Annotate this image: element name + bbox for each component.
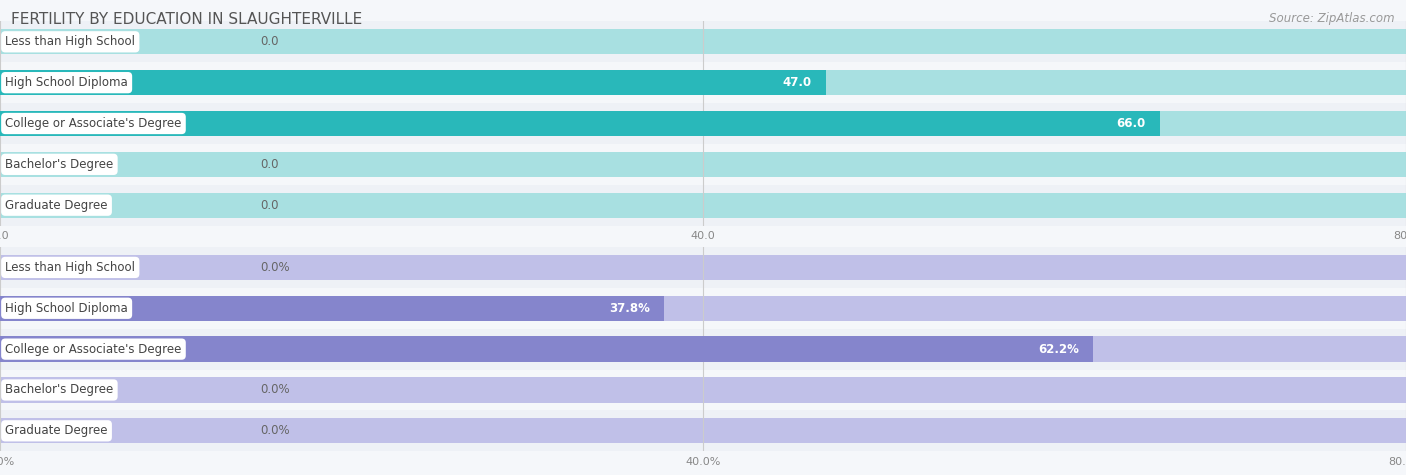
Text: Bachelor's Degree: Bachelor's Degree xyxy=(6,383,114,397)
Bar xyxy=(0,103,1406,144)
Bar xyxy=(0,29,1406,55)
Text: Graduate Degree: Graduate Degree xyxy=(6,424,108,437)
Bar xyxy=(0,144,1406,185)
Bar xyxy=(0,336,1406,362)
Text: High School Diploma: High School Diploma xyxy=(6,302,128,315)
Bar xyxy=(0,111,1406,136)
Text: 0.0: 0.0 xyxy=(260,199,278,212)
Text: 47.0: 47.0 xyxy=(783,76,813,89)
Bar xyxy=(0,62,1406,103)
Bar xyxy=(0,295,664,321)
Bar xyxy=(0,377,1406,403)
Bar xyxy=(0,329,1406,370)
Bar xyxy=(0,111,1160,136)
Bar xyxy=(0,255,1406,280)
Bar xyxy=(0,192,1406,218)
Text: 37.8%: 37.8% xyxy=(609,302,650,315)
Bar xyxy=(0,70,827,95)
Text: FERTILITY BY EDUCATION IN SLAUGHTERVILLE: FERTILITY BY EDUCATION IN SLAUGHTERVILLE xyxy=(11,12,363,27)
Bar xyxy=(0,418,1406,444)
Text: 66.0: 66.0 xyxy=(1116,117,1146,130)
Bar xyxy=(0,247,1406,288)
Text: College or Associate's Degree: College or Associate's Degree xyxy=(6,117,181,130)
Text: Graduate Degree: Graduate Degree xyxy=(6,199,108,212)
Text: 0.0%: 0.0% xyxy=(260,261,290,274)
Bar xyxy=(0,288,1406,329)
Text: Source: ZipAtlas.com: Source: ZipAtlas.com xyxy=(1270,12,1395,25)
Text: 0.0: 0.0 xyxy=(260,158,278,171)
Bar xyxy=(0,410,1406,451)
Text: 0.0: 0.0 xyxy=(260,35,278,48)
Text: Less than High School: Less than High School xyxy=(6,35,135,48)
Bar xyxy=(0,21,1406,62)
Bar xyxy=(0,70,1406,95)
Bar xyxy=(0,152,1406,177)
Text: 62.2%: 62.2% xyxy=(1038,342,1080,356)
Text: Less than High School: Less than High School xyxy=(6,261,135,274)
Bar xyxy=(0,370,1406,410)
Bar xyxy=(0,336,1094,362)
Text: 0.0%: 0.0% xyxy=(260,424,290,437)
Text: 0.0%: 0.0% xyxy=(260,383,290,397)
Bar xyxy=(0,295,1406,321)
Text: Bachelor's Degree: Bachelor's Degree xyxy=(6,158,114,171)
Text: High School Diploma: High School Diploma xyxy=(6,76,128,89)
Text: College or Associate's Degree: College or Associate's Degree xyxy=(6,342,181,356)
Bar xyxy=(0,185,1406,226)
